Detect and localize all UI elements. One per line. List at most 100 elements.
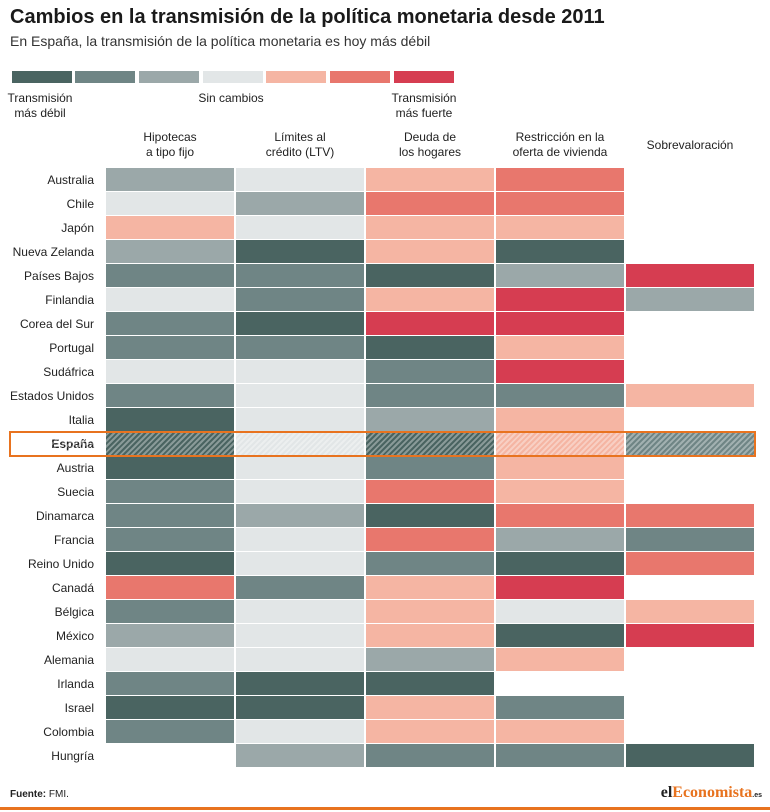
heatmap-cell <box>496 192 624 215</box>
heatmap-cell <box>106 240 234 263</box>
heatmap-cell <box>626 384 754 407</box>
heatmap-cell <box>236 216 364 239</box>
row-label: Austria <box>56 461 94 475</box>
row-label: Corea del Sur <box>19 317 94 331</box>
heatmap-cell <box>366 312 494 335</box>
heatmap-cell <box>236 360 364 383</box>
heatmap-cell <box>106 192 234 215</box>
row-label: Alemania <box>43 653 94 667</box>
heatmap-cell <box>366 480 494 503</box>
heatmap-cell <box>106 720 234 743</box>
row-label: Países Bajos <box>23 269 94 283</box>
heatmap-cell <box>106 552 234 575</box>
heatmap-cell <box>496 744 624 767</box>
column-header-3: Deuda de los hogares <box>398 130 462 159</box>
heatmap-cell <box>106 288 234 311</box>
heatmap-cell <box>106 408 234 431</box>
row-label: Chile <box>66 197 94 211</box>
heatmap-cell <box>106 576 234 599</box>
heatmap-cell <box>496 264 624 287</box>
row-label: Reino Unido <box>27 557 94 571</box>
heatmap-cell <box>106 432 234 455</box>
chart-title: Cambios en la transmisión de la política… <box>10 6 605 28</box>
heatmap-cell <box>236 288 364 311</box>
heatmap-cell <box>236 192 364 215</box>
heatmap-cell <box>366 192 494 215</box>
source-text: FMI. <box>48 789 69 800</box>
row-label: Nueva Zelanda <box>12 245 94 259</box>
heatmap-cell <box>496 216 624 239</box>
source-label: Fuente: <box>10 789 47 800</box>
heatmap-cell <box>236 408 364 431</box>
heatmap-cell <box>366 456 494 479</box>
heatmap-cell <box>366 720 494 743</box>
logo-suffix: .es <box>752 792 762 799</box>
heatmap-cell <box>236 312 364 335</box>
row-label: Japón <box>61 221 94 235</box>
heatmap-cell <box>236 696 364 719</box>
heatmap-cell <box>626 600 754 623</box>
heatmap-cell <box>236 240 364 263</box>
column-header-5: Sobrevaloración <box>646 137 734 152</box>
heatmap-cell <box>106 624 234 647</box>
heatmap-cell <box>236 528 364 551</box>
heatmap-cell <box>236 552 364 575</box>
heatmap-cell <box>366 504 494 527</box>
highlight-row-espana <box>9 431 756 457</box>
row-label: Australia <box>47 173 94 187</box>
heatmap-cell <box>366 744 494 767</box>
heatmap-cell <box>626 624 754 647</box>
heatmap-cell <box>366 648 494 671</box>
heatmap-cell <box>496 600 624 623</box>
row-label: Hungría <box>51 749 94 763</box>
column-header-1: Hipotecas a tipo fijo <box>143 130 197 159</box>
row-label: Sudáfrica <box>43 365 94 379</box>
heatmap-cell <box>236 648 364 671</box>
heatmap-cell <box>236 432 364 455</box>
footer-divider <box>0 807 770 810</box>
heatmap-cell <box>626 432 754 455</box>
heatmap-cell <box>496 240 624 263</box>
row-label: Israel <box>64 701 94 715</box>
heatmap-cell <box>496 432 624 455</box>
heatmap-cell <box>236 720 364 743</box>
heatmap-cell <box>236 504 364 527</box>
legend-label-right: Transmisión más fuerte <box>391 91 457 120</box>
heatmap-cell <box>106 648 234 671</box>
legend-swatch-3 <box>139 71 199 83</box>
row-label: Bélgica <box>54 605 94 619</box>
heatmap-cell <box>236 600 364 623</box>
heatmap-cell <box>366 288 494 311</box>
source-note: Fuente: FMI. <box>10 789 69 800</box>
row-label: Francia <box>53 533 94 547</box>
row-label: Dinamarca <box>35 509 94 523</box>
heatmap-cell <box>106 696 234 719</box>
row-label: Finlandia <box>45 293 94 307</box>
row-label: Canadá <box>51 581 94 595</box>
heatmap-cell <box>496 648 624 671</box>
row-label: Suecia <box>57 485 94 499</box>
row-label: Colombia <box>43 725 94 739</box>
column-header-4: Restricción en la oferta de vivienda <box>512 130 608 159</box>
heatmap-cell <box>106 504 234 527</box>
row-label: Irlanda <box>57 677 94 691</box>
row-label: Portugal <box>49 341 94 355</box>
logo-part2: Economista <box>672 784 753 801</box>
heatmap-cell <box>366 576 494 599</box>
heatmap-cell <box>366 696 494 719</box>
heatmap-cell <box>366 336 494 359</box>
heatmap-cell <box>236 456 364 479</box>
heatmap-cell <box>236 384 364 407</box>
heatmap-cell <box>496 528 624 551</box>
heatmap-cell <box>106 456 234 479</box>
heatmap-cell <box>236 744 364 767</box>
heatmap-cell <box>236 168 364 191</box>
heatmap-cell <box>366 552 494 575</box>
heatmap-cell <box>366 624 494 647</box>
heatmap-cell <box>496 696 624 719</box>
heatmap-cell <box>626 504 754 527</box>
legend-swatch-2 <box>75 71 135 83</box>
heatmap-cell <box>626 288 754 311</box>
row-label: España <box>0 432 94 456</box>
legend-swatch-5 <box>266 71 326 83</box>
